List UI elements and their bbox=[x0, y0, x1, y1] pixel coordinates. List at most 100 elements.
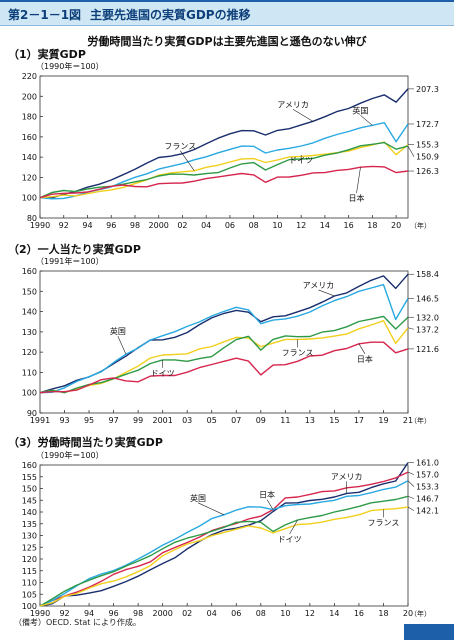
chart-real-gdp-per-capita: 90 100 110 120 130 140 150 160 1991 93 95 97 99 2001 0… bbox=[22, 267, 439, 425]
y-tick-label: 120 bbox=[22, 555, 37, 564]
end-value-label: 121.6 bbox=[416, 345, 439, 354]
y-tick-label: 100 bbox=[22, 602, 37, 611]
end-value-label: 153.3 bbox=[416, 483, 439, 492]
y-tick-label: 115 bbox=[22, 567, 37, 576]
y-tick-label: 200 bbox=[22, 92, 37, 101]
x-tick-label: 98 bbox=[133, 609, 143, 618]
series-label-pointer bbox=[197, 502, 225, 516]
series-line-フランス bbox=[39, 506, 409, 607]
series-line-ドイツ bbox=[39, 141, 409, 199]
series-label-日本: 日本 bbox=[259, 490, 275, 500]
end-value-label: 126.3 bbox=[416, 167, 439, 176]
y-tick-label: 120 bbox=[22, 348, 37, 357]
y-tick-label: 105 bbox=[22, 590, 37, 599]
x-tick-label: 18 bbox=[367, 221, 377, 230]
end-value-label: 158.4 bbox=[416, 270, 439, 279]
x-tick-label: 10 bbox=[272, 221, 282, 230]
x-tick-label: 17 bbox=[354, 416, 364, 425]
y-tick-label: 130 bbox=[22, 532, 37, 541]
series-label-日本: 日本 bbox=[349, 193, 365, 203]
series-line-アメリカ bbox=[39, 88, 409, 199]
x-tick-label: 11 bbox=[280, 416, 290, 425]
plot-frame bbox=[39, 75, 409, 219]
x-tick-label: 92 bbox=[59, 221, 69, 230]
y-tick-label: 100 bbox=[22, 194, 37, 203]
series-label-日本: 日本 bbox=[357, 354, 373, 364]
figure-title-bar: 第2－1－1図 主要先進国の実質GDPの推移 bbox=[0, 0, 454, 26]
x-tick-label: 16 bbox=[344, 221, 354, 230]
series-label-pointer bbox=[358, 343, 366, 354]
series-label-pointer bbox=[180, 150, 195, 172]
x-tick-label: 02 bbox=[182, 609, 192, 618]
y-tick-label: 130 bbox=[22, 328, 37, 337]
x-tick-label: 14 bbox=[329, 609, 339, 618]
panel-1-title: （1）実質GDP bbox=[8, 48, 86, 61]
chart-real-gdp: 80 100 120 140 160 180 200 220 1990 92 94 96 98 2000 0… bbox=[22, 72, 439, 230]
x-tick-label: 98 bbox=[130, 221, 140, 230]
end-label-leader bbox=[407, 471, 415, 475]
figure-subtitle: 労働時間当たり実質GDPは主要先進国と遜色のない伸び bbox=[87, 35, 367, 48]
x-tick-label: 12 bbox=[305, 609, 315, 618]
x-tick-label: 05 bbox=[207, 416, 217, 425]
y-tick-label: 220 bbox=[22, 72, 37, 81]
x-tick-label: 07 bbox=[231, 416, 241, 425]
end-value-label: 146.7 bbox=[416, 495, 439, 504]
y-tick-label: 145 bbox=[22, 496, 37, 505]
y-tick-label: 125 bbox=[22, 543, 37, 552]
y-tick-label: 155 bbox=[22, 473, 37, 482]
panel-3-title: （3）労働時間当たり実質GDP bbox=[8, 436, 163, 449]
series-label-英国: 英国 bbox=[110, 326, 126, 336]
series-line-フランス bbox=[39, 320, 409, 394]
end-label-leader bbox=[407, 495, 415, 499]
series-line-日本 bbox=[39, 165, 409, 199]
x-tick-label: 96 bbox=[109, 609, 119, 618]
x-tick-label: 1991 bbox=[30, 416, 50, 425]
end-value-label: 155.3 bbox=[416, 141, 439, 150]
x-tick-label: 20 bbox=[403, 609, 413, 618]
x-tick-label: 20 bbox=[391, 221, 401, 230]
page-tab bbox=[404, 624, 454, 640]
panel-1-base-note: （1990年＝100） bbox=[36, 62, 104, 71]
y-tick-label: 160 bbox=[22, 133, 37, 142]
end-label-leader bbox=[407, 506, 415, 511]
x-tick-label: 94 bbox=[84, 609, 94, 618]
series-label-フランス: フランス bbox=[164, 142, 196, 151]
x-tick-label: 92 bbox=[59, 609, 69, 618]
y-tick-label: 180 bbox=[22, 113, 37, 122]
end-value-label: 146.5 bbox=[416, 294, 439, 303]
x-tick-label: 08 bbox=[249, 221, 259, 230]
series-line-フランス bbox=[39, 141, 409, 199]
y-tick-label: 135 bbox=[22, 520, 37, 529]
chart-real-gdp-per-hour: 100 105 110 115 120 125 130 135 140 145 150 155 160 1… bbox=[22, 459, 439, 618]
series-label-pointer bbox=[360, 115, 373, 126]
figure-title: 主要先進国の実質GDPの推移 bbox=[90, 8, 251, 22]
x-tick-label: 06 bbox=[231, 609, 241, 618]
x-tick-label: 96 bbox=[106, 221, 116, 230]
series-label-ドイツ: ドイツ bbox=[278, 535, 302, 544]
y-tick-label: 110 bbox=[22, 368, 37, 377]
end-value-label: 161.0 bbox=[416, 459, 439, 468]
x-tick-label: 97 bbox=[109, 416, 119, 425]
x-tick-label: 16 bbox=[354, 609, 364, 618]
x-axis-unit: （年） bbox=[410, 609, 431, 618]
y-tick-label: 90 bbox=[27, 409, 37, 418]
series-line-日本 bbox=[39, 341, 409, 394]
end-value-label: 150.9 bbox=[416, 153, 439, 162]
series-label-pointer bbox=[292, 109, 314, 122]
x-tick-label: 04 bbox=[201, 221, 211, 230]
y-tick-label: 150 bbox=[22, 485, 37, 494]
end-value-label: 137.2 bbox=[416, 325, 439, 334]
end-label-leader bbox=[407, 480, 415, 487]
series-label-pointer bbox=[318, 289, 335, 297]
y-tick-label: 160 bbox=[22, 461, 37, 470]
y-tick-label: 140 bbox=[22, 508, 37, 517]
x-tick-label: 15 bbox=[329, 416, 339, 425]
y-tick-label: 140 bbox=[22, 308, 37, 317]
x-tick-label: 09 bbox=[256, 416, 266, 425]
end-value-label: 132.0 bbox=[416, 313, 439, 322]
plot-frame bbox=[39, 270, 409, 414]
series-label-英国: 英国 bbox=[190, 493, 206, 503]
x-tick-label: 1990 bbox=[30, 221, 50, 230]
x-tick-label: 03 bbox=[182, 416, 192, 425]
x-tick-label: 04 bbox=[207, 609, 217, 618]
